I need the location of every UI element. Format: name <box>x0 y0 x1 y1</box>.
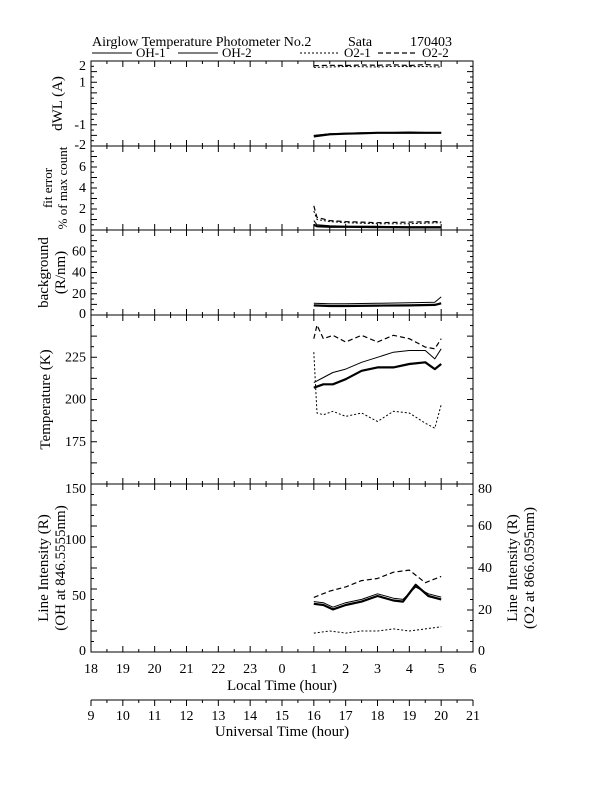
y2-tick-label: 40 <box>478 561 492 576</box>
y-tick-label: -2 <box>74 138 86 153</box>
ut-axis-label: Universal Time (hour) <box>215 724 349 740</box>
y-tick-label: 40 <box>72 266 86 281</box>
ut-tick-label: 11 <box>148 709 161 724</box>
legend-label-o2-2: O2-2 <box>422 45 449 60</box>
series-line-o2-1 <box>313 210 442 225</box>
y-tick-label: 2 <box>79 59 86 74</box>
series-line-oh-2 <box>313 220 442 228</box>
panel-frame <box>90 314 474 485</box>
ut-tick-label: 14 <box>243 709 257 724</box>
y-tick-label: 60 <box>72 244 86 259</box>
ut-tick-label: 10 <box>116 709 130 724</box>
y-tick-label: 0 <box>79 222 86 237</box>
y2-tick-label: 0 <box>478 644 485 659</box>
y-tick-label: 0 <box>79 307 86 322</box>
y-axis-label: fit error <box>40 167 55 208</box>
ut-axis: 9 10 11 12 13 14 15 16 17 18 19 20 21 <box>88 699 480 724</box>
legend: OH-1 OH-2 O2-1 O2-2 <box>92 45 449 60</box>
legend-label-oh-2: OH-2 <box>222 45 252 60</box>
panel-4: 225 200 175 Temperature (K) <box>38 314 474 485</box>
series-line-o2-1 <box>313 65 442 68</box>
ut-tick-label: 9 <box>88 709 95 724</box>
local-time-tick-label: 19 <box>116 662 130 677</box>
y-axis-label: Line Intensity (R) <box>36 514 52 621</box>
panel-frame <box>90 483 474 653</box>
ut-tick-label: 13 <box>211 709 225 724</box>
panel-1: 21 -1 -2 dWL (A) <box>50 59 474 153</box>
y-tick-label: 2 <box>79 202 86 217</box>
y-tick-label: 200 <box>65 393 86 408</box>
ut-tick-label: 21 <box>466 709 480 724</box>
panel-3: 60 40 20 0 background (R/nm) <box>36 229 474 322</box>
y-tick-label: 4 <box>79 181 86 196</box>
y-axis-label: background <box>36 237 52 308</box>
local-time-tick-label: 21 <box>180 662 194 677</box>
series-line-o2-1 <box>313 626 442 634</box>
series-line-o2-2 <box>313 205 442 224</box>
series-line-oh-2 <box>313 131 442 136</box>
y-tick-label: 6 <box>79 160 86 175</box>
y-axis-label: dWL (A) <box>50 76 66 131</box>
y-tick-label: 100 <box>65 533 86 548</box>
local-time-tick-label: 3 <box>374 662 381 677</box>
local-time-tick-label: 5 <box>438 662 445 677</box>
series-line-oh-1 <box>313 302 442 308</box>
local-time-tick-label: 4 <box>406 662 413 677</box>
panel-frame <box>90 145 474 231</box>
y-axis-label: Temperature (K) <box>38 349 54 449</box>
ut-tick-label: 20 <box>434 709 448 724</box>
series-line-o2-2 <box>313 324 442 350</box>
local-time-tick-label: 1 <box>310 662 317 677</box>
series-line-oh-2 <box>313 348 442 384</box>
series-line-o2-2 <box>313 63 442 67</box>
y-tick-label: 20 <box>72 287 86 302</box>
y-tick-label: 225 <box>65 350 86 365</box>
y2-axis-label: Line Intensity (R) <box>505 514 521 621</box>
y-axis-label-2: (R/nm) <box>53 251 69 294</box>
y-axis-label-2: (OH at 846.5555nm) <box>53 505 69 630</box>
series-line-oh-2 <box>313 586 442 608</box>
series-line-o2-1 <box>313 352 442 429</box>
ut-tick-label: 12 <box>180 709 194 724</box>
y-tick-label: 50 <box>72 589 86 604</box>
series-line-oh-2 <box>313 296 442 305</box>
y-tick-label: -1 <box>74 118 86 133</box>
legend-label-oh-1: OH-1 <box>136 45 166 60</box>
y-axis-label-2: % of max count <box>55 146 70 229</box>
y2-tick-label: 20 <box>478 603 492 618</box>
site-name: Sata <box>348 35 373 50</box>
ut-tick-label: 18 <box>371 709 385 724</box>
y-tick-label: 1 <box>79 75 86 90</box>
local-time-tick-label: 23 <box>243 662 257 677</box>
local-time-tick-label: 22 <box>211 662 225 677</box>
y-tick-label: 150 <box>65 482 86 497</box>
local-time-tick-label: 20 <box>148 662 162 677</box>
ut-tick-label: 15 <box>275 709 289 724</box>
y2-tick-label: 60 <box>478 519 492 534</box>
local-time-tick-label: 18 <box>84 662 98 677</box>
local-time-axis-label: Local Time (hour) <box>227 678 337 694</box>
series-line-oh-1 <box>313 361 442 389</box>
y2-axis-label-2: (O2 at 866.0595nm) <box>522 507 538 629</box>
ut-tick-label: 19 <box>402 709 416 724</box>
y-tick-label: 175 <box>65 435 86 450</box>
local-time-tick-label: 0 <box>279 662 286 677</box>
series-line-o2-2 <box>313 569 442 598</box>
date-label: 170403 <box>410 35 452 50</box>
local-time-tick-label: 2 <box>342 662 349 677</box>
legend-label-o2-1: O2-1 <box>344 45 371 60</box>
figure-title: Airglow Temperature Photometer No.2 <box>92 35 311 50</box>
series-line-oh-1 <box>313 583 442 611</box>
panel-2: 6 4 2 0 fit error% of max count <box>40 145 474 237</box>
local-time-tick-labels: 18 19 20 21 22 23 0 1 2 3 4 5 6 <box>84 662 477 677</box>
local-time-tick-label: 6 <box>470 662 477 677</box>
ut-tick-label: 16 <box>307 709 321 724</box>
ut-tick-label: 17 <box>339 709 353 724</box>
y2-tick-label: 80 <box>478 482 492 497</box>
y-tick-label: 0 <box>79 644 86 659</box>
